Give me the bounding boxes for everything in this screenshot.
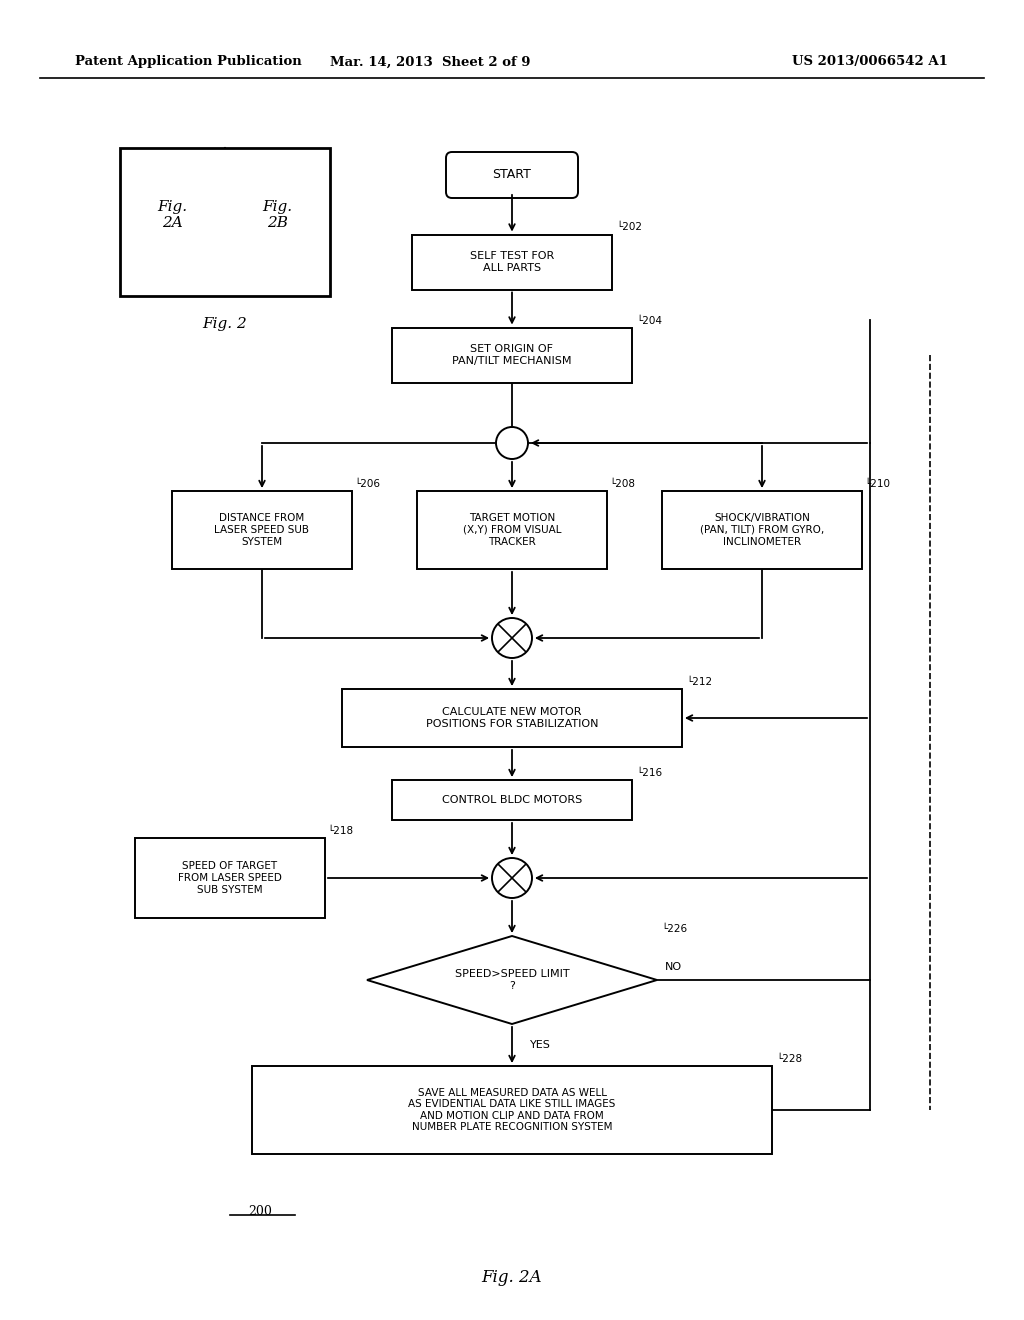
Bar bbox=[252, 1067, 772, 1154]
Text: YES: YES bbox=[530, 1040, 551, 1049]
Text: └206: └206 bbox=[354, 479, 380, 488]
Text: NO: NO bbox=[665, 962, 682, 972]
Text: └228: └228 bbox=[776, 1053, 802, 1064]
Text: └204: └204 bbox=[636, 315, 662, 326]
Text: └212: └212 bbox=[686, 677, 712, 686]
Text: SET ORIGIN OF
PAN/TILT MECHANISM: SET ORIGIN OF PAN/TILT MECHANISM bbox=[453, 345, 571, 366]
Bar bbox=[392, 780, 632, 820]
Bar bbox=[662, 491, 862, 569]
Text: Mar. 14, 2013  Sheet 2 of 9: Mar. 14, 2013 Sheet 2 of 9 bbox=[330, 55, 530, 69]
Text: Fig.
2A: Fig. 2A bbox=[158, 199, 187, 230]
Bar bbox=[135, 838, 325, 917]
Text: └216: └216 bbox=[636, 768, 663, 777]
Circle shape bbox=[492, 618, 532, 657]
Text: SELF TEST FOR
ALL PARTS: SELF TEST FOR ALL PARTS bbox=[470, 251, 554, 273]
Text: └226: └226 bbox=[662, 924, 687, 935]
Text: TARGET MOTION
(X,Y) FROM VISUAL
TRACKER: TARGET MOTION (X,Y) FROM VISUAL TRACKER bbox=[463, 513, 561, 546]
Text: START: START bbox=[493, 169, 531, 181]
Text: CONTROL BLDC MOTORS: CONTROL BLDC MOTORS bbox=[442, 795, 582, 805]
Text: DISTANCE FROM
LASER SPEED SUB
SYSTEM: DISTANCE FROM LASER SPEED SUB SYSTEM bbox=[214, 513, 309, 546]
Bar bbox=[412, 235, 612, 289]
Text: Fig.
2B: Fig. 2B bbox=[262, 199, 293, 230]
Text: └210: └210 bbox=[864, 479, 890, 488]
Bar bbox=[342, 689, 682, 747]
Text: SPEED OF TARGET
FROM LASER SPEED
SUB SYSTEM: SPEED OF TARGET FROM LASER SPEED SUB SYS… bbox=[178, 862, 282, 895]
Bar bbox=[172, 491, 352, 569]
Text: Fig. 2A: Fig. 2A bbox=[481, 1270, 543, 1287]
Text: └208: └208 bbox=[609, 479, 635, 488]
Text: Fig. 2: Fig. 2 bbox=[203, 317, 248, 331]
Text: 200: 200 bbox=[248, 1205, 272, 1218]
Text: CALCULATE NEW MOTOR
POSITIONS FOR STABILIZATION: CALCULATE NEW MOTOR POSITIONS FOR STABIL… bbox=[426, 708, 598, 729]
Text: Patent Application Publication: Patent Application Publication bbox=[75, 55, 302, 69]
Text: SPEED>SPEED LIMIT
?: SPEED>SPEED LIMIT ? bbox=[455, 969, 569, 991]
Circle shape bbox=[492, 858, 532, 898]
Text: └202: └202 bbox=[616, 223, 642, 232]
Text: SAVE ALL MEASURED DATA AS WELL
AS EVIDENTIAL DATA LIKE STILL IMAGES
AND MOTION C: SAVE ALL MEASURED DATA AS WELL AS EVIDEN… bbox=[409, 1088, 615, 1133]
Polygon shape bbox=[367, 936, 657, 1024]
Circle shape bbox=[496, 426, 528, 459]
Bar bbox=[120, 148, 330, 296]
Text: └218: └218 bbox=[327, 826, 353, 836]
Bar bbox=[392, 327, 632, 383]
FancyBboxPatch shape bbox=[446, 152, 578, 198]
Bar bbox=[417, 491, 607, 569]
Text: SHOCK/VIBRATION
(PAN, TILT) FROM GYRO,
INCLINOMETER: SHOCK/VIBRATION (PAN, TILT) FROM GYRO, I… bbox=[699, 513, 824, 546]
Text: US 2013/0066542 A1: US 2013/0066542 A1 bbox=[792, 55, 948, 69]
